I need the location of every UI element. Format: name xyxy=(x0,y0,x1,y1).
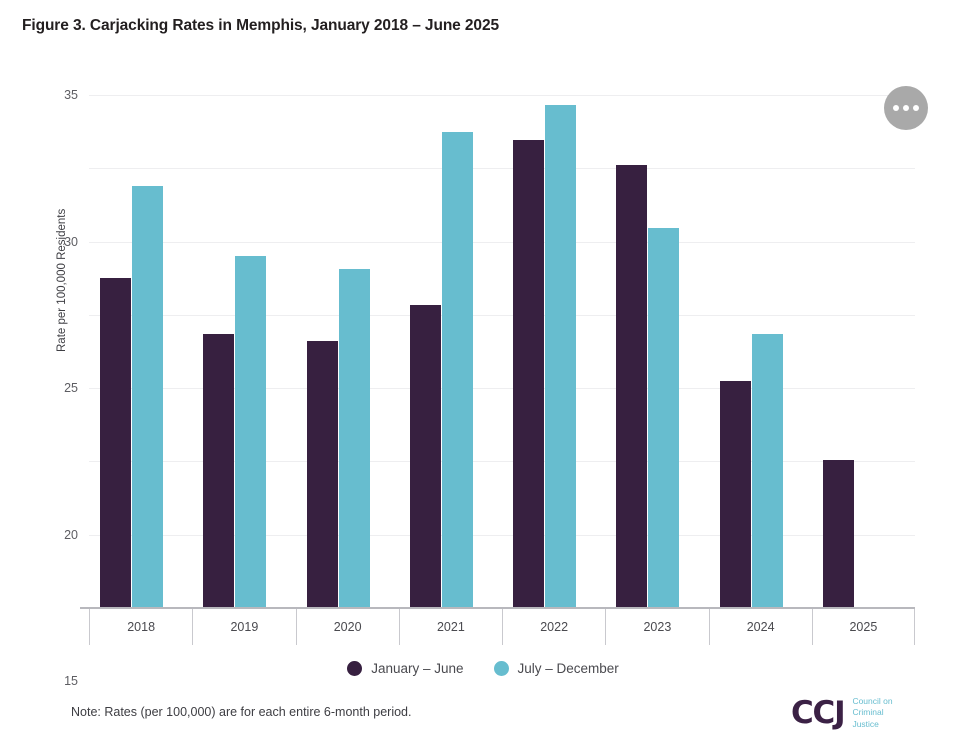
logo-mark: CCJ xyxy=(791,694,846,731)
gridline: 25 xyxy=(64,241,915,395)
menu-dot-2 xyxy=(903,105,909,111)
x-axis-tick-2019: 2019 xyxy=(192,609,295,645)
logo-wordmark: Council on Criminal Justice xyxy=(852,696,892,730)
y-axis-tick-label: 20 xyxy=(64,527,78,542)
bar-2020-jul-dec[interactable] xyxy=(338,269,370,608)
x-axis-tick-2020: 2020 xyxy=(295,609,399,645)
y-axis-tick-label: 15 xyxy=(64,674,78,689)
bar-2018-jan-jun[interactable] xyxy=(100,278,132,608)
legend: January – June July – December xyxy=(0,661,966,676)
legend-swatch-icon xyxy=(347,661,363,676)
gridline: 5 xyxy=(89,534,915,536)
gridline: 35 xyxy=(64,88,915,102)
logo-line-2: Criminal xyxy=(852,707,884,718)
gridline: 20 xyxy=(64,314,915,542)
x-axis-tick-2025: 2025 xyxy=(811,609,915,645)
bar-2024-jul-dec[interactable] xyxy=(751,333,783,608)
more-options-icon[interactable] xyxy=(884,86,928,130)
bar-2019-jul-dec[interactable] xyxy=(235,256,267,608)
bar-2020-jan-jun[interactable] xyxy=(306,341,338,608)
x-axis-categories: 2018 2019 2020 2021 2022 2023 2024 2025 xyxy=(89,609,915,645)
bar-2018-jul-dec[interactable] xyxy=(132,185,164,608)
y-axis-tick-label: 30 xyxy=(64,234,78,249)
plot-area: 05101520253035 xyxy=(64,88,915,688)
bar-2024-jan-jun[interactable] xyxy=(719,380,751,608)
x-axis-tick-2023: 2023 xyxy=(605,609,708,645)
y-axis-tick-label: 25 xyxy=(64,381,78,396)
menu-dot-3 xyxy=(913,105,919,111)
bar-2023-jul-dec[interactable] xyxy=(648,228,680,608)
y-axis-title: Rate per 100,000 Residents xyxy=(56,208,68,352)
x-axis-line xyxy=(80,607,915,609)
bar-2022-jan-jun[interactable] xyxy=(513,140,545,608)
gridline: 30 xyxy=(64,168,915,249)
x-axis-tick-2021: 2021 xyxy=(398,609,502,645)
bar-2021-jul-dec[interactable] xyxy=(441,131,473,608)
x-axis-tick-2018: 2018 xyxy=(89,609,192,645)
bar-2021-jan-jun[interactable] xyxy=(409,304,441,608)
menu-dot-1 xyxy=(893,105,899,111)
gridline: 15 xyxy=(64,388,915,688)
ccj-logo: CCJ Council on Criminal Justice xyxy=(791,696,893,730)
legend-swatch-icon xyxy=(493,661,509,676)
bar-2025-jan-jun[interactable] xyxy=(822,459,854,608)
logo-line-3: Justice xyxy=(852,718,879,729)
legend-item-jul-dec[interactable]: July – December xyxy=(493,661,619,676)
y-axis-tick-label: 35 xyxy=(64,88,78,102)
logo-line-1: Council on xyxy=(852,696,893,706)
page-title: Figure 3. Carjacking Rates in Memphis, J… xyxy=(22,17,499,34)
gridline: 10 xyxy=(89,461,915,463)
x-axis-tick-2022: 2022 xyxy=(502,609,605,645)
legend-label: January – June xyxy=(371,661,464,676)
x-axis-tick-2024: 2024 xyxy=(708,609,812,645)
bar-2023-jan-jun[interactable] xyxy=(616,165,648,608)
chart-note: Note: Rates (per 100,000) are for each e… xyxy=(71,705,412,719)
legend-item-jan-jun[interactable]: January – June xyxy=(347,661,464,676)
bar-2022-jul-dec[interactable] xyxy=(545,105,577,608)
legend-label: July – December xyxy=(517,661,619,676)
bar-2019-jan-jun[interactable] xyxy=(203,333,235,608)
